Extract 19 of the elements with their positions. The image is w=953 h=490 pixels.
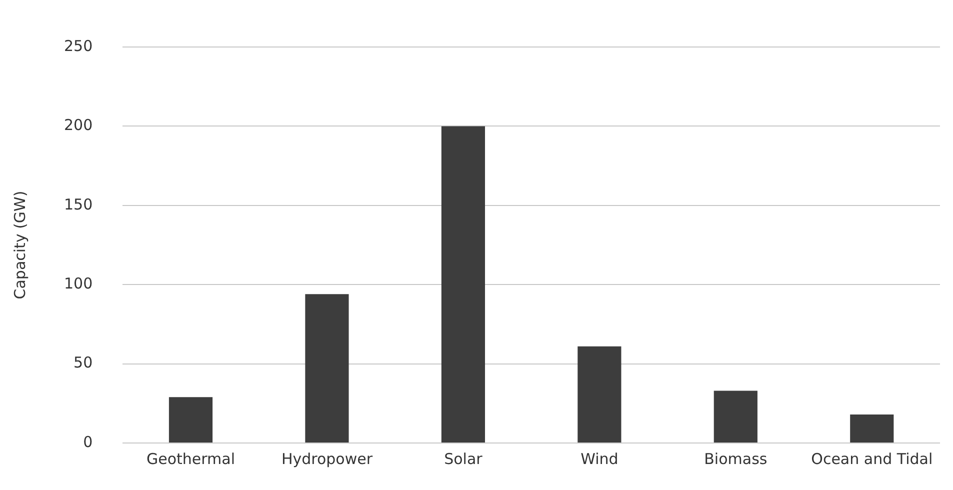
bar bbox=[305, 294, 349, 442]
bar bbox=[714, 390, 758, 442]
y-tick-label: 50 bbox=[74, 354, 93, 372]
bar bbox=[168, 397, 213, 442]
x-tick-label: Ocean and Tidal bbox=[811, 450, 933, 468]
x-tick-label: Geothermal bbox=[146, 450, 236, 468]
y-tick-label: 200 bbox=[64, 116, 93, 134]
y-tick-label: 0 bbox=[83, 432, 93, 451]
y-tick-label: 250 bbox=[64, 36, 93, 55]
x-tick-label: Hydropower bbox=[281, 450, 374, 468]
bar bbox=[850, 414, 894, 442]
x-tick-label: Biomass bbox=[704, 450, 768, 468]
x-tick-label: Wind bbox=[580, 450, 618, 468]
x-tick-label: Solar bbox=[444, 450, 484, 468]
y-tick-label: 100 bbox=[64, 274, 93, 292]
bar bbox=[578, 346, 622, 442]
y-axis-title: Capacity (GW) bbox=[10, 190, 29, 300]
y-tick-label: 150 bbox=[64, 195, 93, 214]
bar bbox=[441, 126, 485, 442]
